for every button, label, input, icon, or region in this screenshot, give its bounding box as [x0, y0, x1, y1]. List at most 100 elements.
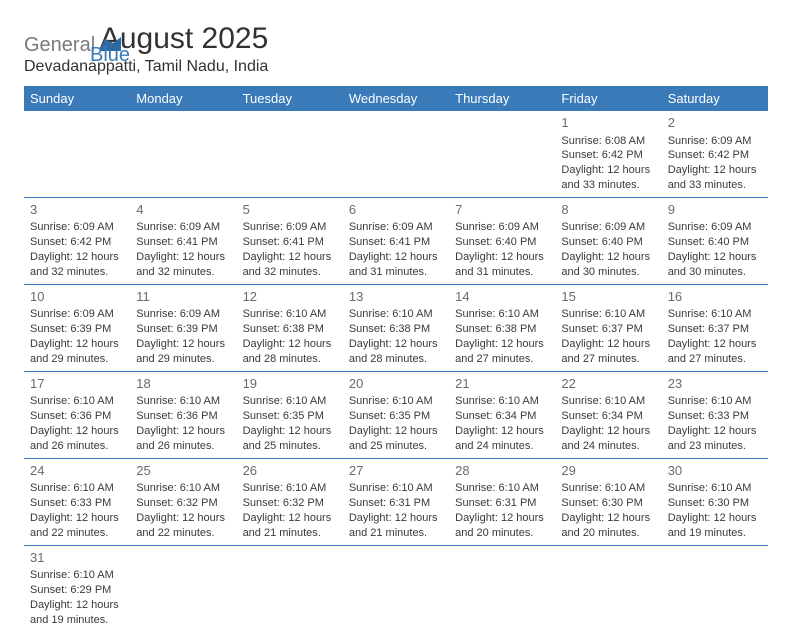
day-number: 31: [30, 549, 124, 567]
day-number: 2: [668, 114, 762, 132]
day-number: 1: [561, 114, 655, 132]
daylight-text: Daylight: 12 hours: [668, 424, 762, 439]
sunrise-text: Sunrise: 6:09 AM: [668, 134, 762, 149]
day-number: 6: [349, 201, 443, 219]
daylight-text: and 25 minutes.: [243, 439, 337, 454]
daylight-text: Daylight: 12 hours: [30, 250, 124, 265]
calendar-row: 31Sunrise: 6:10 AMSunset: 6:29 PMDayligh…: [24, 545, 768, 631]
day-number: 3: [30, 201, 124, 219]
logo-text-blue: Blue: [90, 44, 130, 67]
day-number: 22: [561, 375, 655, 393]
daylight-text: and 29 minutes.: [30, 352, 124, 367]
calendar-cell: 22Sunrise: 6:10 AMSunset: 6:34 PMDayligh…: [555, 371, 661, 458]
sunset-text: Sunset: 6:41 PM: [349, 235, 443, 250]
calendar-cell: 13Sunrise: 6:10 AMSunset: 6:38 PMDayligh…: [343, 284, 449, 371]
daylight-text: and 24 minutes.: [455, 439, 549, 454]
weekday-header: Saturday: [662, 86, 768, 111]
daylight-text: and 32 minutes.: [243, 265, 337, 280]
sunset-text: Sunset: 6:37 PM: [668, 322, 762, 337]
calendar-cell: 28Sunrise: 6:10 AMSunset: 6:31 PMDayligh…: [449, 458, 555, 545]
sunrise-text: Sunrise: 6:10 AM: [243, 307, 337, 322]
daylight-text: and 20 minutes.: [561, 526, 655, 541]
calendar-cell: 27Sunrise: 6:10 AMSunset: 6:31 PMDayligh…: [343, 458, 449, 545]
daylight-text: and 20 minutes.: [455, 526, 549, 541]
calendar-table: Sunday Monday Tuesday Wednesday Thursday…: [24, 86, 768, 632]
daylight-text: and 24 minutes.: [561, 439, 655, 454]
sunrise-text: Sunrise: 6:10 AM: [30, 394, 124, 409]
day-number: 8: [561, 201, 655, 219]
sunrise-text: Sunrise: 6:09 AM: [455, 220, 549, 235]
daylight-text: Daylight: 12 hours: [30, 424, 124, 439]
calendar-cell: [343, 545, 449, 631]
calendar-cell: 2Sunrise: 6:09 AMSunset: 6:42 PMDaylight…: [662, 111, 768, 197]
sunrise-text: Sunrise: 6:10 AM: [243, 394, 337, 409]
sunrise-text: Sunrise: 6:10 AM: [668, 481, 762, 496]
sunset-text: Sunset: 6:34 PM: [561, 409, 655, 424]
sunset-text: Sunset: 6:32 PM: [136, 496, 230, 511]
day-number: 29: [561, 462, 655, 480]
day-number: 9: [668, 201, 762, 219]
sunrise-text: Sunrise: 6:10 AM: [455, 307, 549, 322]
weekday-header: Thursday: [449, 86, 555, 111]
day-number: 15: [561, 288, 655, 306]
calendar-cell: 9Sunrise: 6:09 AMSunset: 6:40 PMDaylight…: [662, 197, 768, 284]
calendar-cell: 15Sunrise: 6:10 AMSunset: 6:37 PMDayligh…: [555, 284, 661, 371]
daylight-text: Daylight: 12 hours: [30, 598, 124, 613]
calendar-cell: [662, 545, 768, 631]
sunrise-text: Sunrise: 6:08 AM: [561, 134, 655, 149]
daylight-text: and 29 minutes.: [136, 352, 230, 367]
daylight-text: Daylight: 12 hours: [561, 424, 655, 439]
sunset-text: Sunset: 6:38 PM: [243, 322, 337, 337]
header: General August 2025 Devadanappatti, Tami…: [24, 22, 768, 76]
calendar-cell: 26Sunrise: 6:10 AMSunset: 6:32 PMDayligh…: [237, 458, 343, 545]
sunset-text: Sunset: 6:40 PM: [561, 235, 655, 250]
daylight-text: and 25 minutes.: [349, 439, 443, 454]
sunrise-text: Sunrise: 6:09 AM: [561, 220, 655, 235]
sunset-text: Sunset: 6:42 PM: [30, 235, 124, 250]
sunset-text: Sunset: 6:39 PM: [30, 322, 124, 337]
day-number: 10: [30, 288, 124, 306]
sunset-text: Sunset: 6:33 PM: [30, 496, 124, 511]
daylight-text: Daylight: 12 hours: [668, 337, 762, 352]
sunrise-text: Sunrise: 6:10 AM: [30, 481, 124, 496]
calendar-cell: 11Sunrise: 6:09 AMSunset: 6:39 PMDayligh…: [130, 284, 236, 371]
daylight-text: Daylight: 12 hours: [561, 337, 655, 352]
daylight-text: Daylight: 12 hours: [136, 337, 230, 352]
day-number: 11: [136, 288, 230, 306]
daylight-text: and 31 minutes.: [455, 265, 549, 280]
calendar-cell: 21Sunrise: 6:10 AMSunset: 6:34 PMDayligh…: [449, 371, 555, 458]
daylight-text: Daylight: 12 hours: [136, 424, 230, 439]
sunrise-text: Sunrise: 6:10 AM: [668, 307, 762, 322]
daylight-text: Daylight: 12 hours: [243, 250, 337, 265]
daylight-text: Daylight: 12 hours: [30, 337, 124, 352]
sunset-text: Sunset: 6:36 PM: [136, 409, 230, 424]
day-number: 7: [455, 201, 549, 219]
daylight-text: Daylight: 12 hours: [349, 250, 443, 265]
daylight-text: Daylight: 12 hours: [136, 511, 230, 526]
calendar-cell: 30Sunrise: 6:10 AMSunset: 6:30 PMDayligh…: [662, 458, 768, 545]
daylight-text: and 22 minutes.: [30, 526, 124, 541]
daylight-text: and 22 minutes.: [136, 526, 230, 541]
weekday-header: Sunday: [24, 86, 130, 111]
daylight-text: and 27 minutes.: [668, 352, 762, 367]
sunset-text: Sunset: 6:31 PM: [455, 496, 549, 511]
calendar-cell: 8Sunrise: 6:09 AMSunset: 6:40 PMDaylight…: [555, 197, 661, 284]
sunset-text: Sunset: 6:29 PM: [30, 583, 124, 598]
calendar-cell: [449, 545, 555, 631]
daylight-text: Daylight: 12 hours: [349, 424, 443, 439]
calendar-cell: 16Sunrise: 6:10 AMSunset: 6:37 PMDayligh…: [662, 284, 768, 371]
calendar-cell: 14Sunrise: 6:10 AMSunset: 6:38 PMDayligh…: [449, 284, 555, 371]
sunset-text: Sunset: 6:36 PM: [30, 409, 124, 424]
daylight-text: and 23 minutes.: [668, 439, 762, 454]
logo-text-general: General: [24, 34, 95, 57]
calendar-cell: 24Sunrise: 6:10 AMSunset: 6:33 PMDayligh…: [24, 458, 130, 545]
sunrise-text: Sunrise: 6:10 AM: [30, 568, 124, 583]
day-number: 23: [668, 375, 762, 393]
weekday-header: Tuesday: [237, 86, 343, 111]
daylight-text: Daylight: 12 hours: [561, 511, 655, 526]
day-number: 20: [349, 375, 443, 393]
day-number: 13: [349, 288, 443, 306]
sunset-text: Sunset: 6:33 PM: [668, 409, 762, 424]
location: Devadanappatti, Tamil Nadu, India: [24, 58, 268, 76]
sunrise-text: Sunrise: 6:10 AM: [349, 481, 443, 496]
